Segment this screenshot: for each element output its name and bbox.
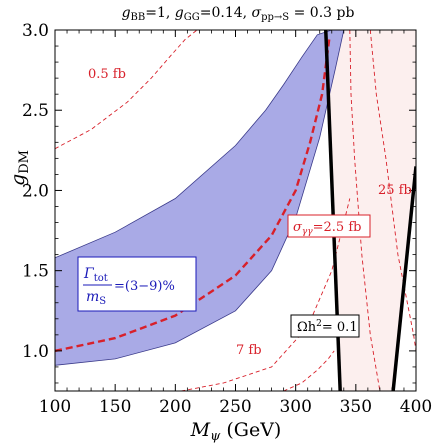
y-tick-label: 1.5 [22, 262, 49, 282]
x-tick-label: 200 [159, 397, 191, 417]
x-tick-label: 100 [39, 397, 71, 417]
svg-text:Ωh2= 0.1: Ωh2= 0.1 [297, 319, 358, 335]
x-tick-label: 400 [400, 397, 432, 417]
relic-band [325, 30, 416, 391]
svg-text:mS: mS [86, 289, 106, 307]
x-tick-label: 250 [219, 397, 251, 417]
series-contour-4 [349, 30, 381, 391]
chart-title: gBB=1, gGG=0.14, σpp→S = 0.3 pb [122, 5, 355, 23]
label-seven-fb: 7 fb [236, 343, 262, 358]
label-twentyfive-fb: 25 fb [378, 183, 412, 198]
x-axis-label: Mψ (GeV) [190, 419, 282, 444]
svg-text:=(3−9)%: =(3−9)% [114, 279, 175, 294]
series-contour-1 [55, 30, 198, 150]
svg-text:σγγ=2.5 fb: σγγ=2.5 fb [293, 220, 361, 237]
y-axis-label: gDM [7, 150, 32, 186]
label-width-band: Γtot mS =(3−9)% [77, 256, 197, 312]
series-contour-5 [369, 30, 416, 351]
series-sigma-2p5fb [55, 37, 331, 353]
y-tick-label: 2.5 [22, 101, 49, 121]
label-relic: Ωh2= 0.1 [290, 314, 360, 338]
label-sigma-gg: σγγ=2.5 fb [287, 214, 371, 238]
y-tick-label: 1.0 [22, 342, 49, 362]
x-tick-label: 150 [99, 397, 131, 417]
series-contour-3 [283, 350, 335, 391]
svg-text:Γtot: Γtot [83, 266, 108, 284]
x-tick-label: 350 [340, 397, 372, 417]
width-band-lower-edge [55, 30, 345, 366]
series-contour-2 [181, 198, 351, 391]
y-tick-label: 2.0 [22, 181, 49, 201]
y-tick-label: 3.0 [22, 21, 49, 41]
label-half-fb: 0.5 fb [88, 67, 126, 82]
relic-line-right [391, 166, 416, 391]
x-tick-label: 300 [279, 397, 311, 417]
